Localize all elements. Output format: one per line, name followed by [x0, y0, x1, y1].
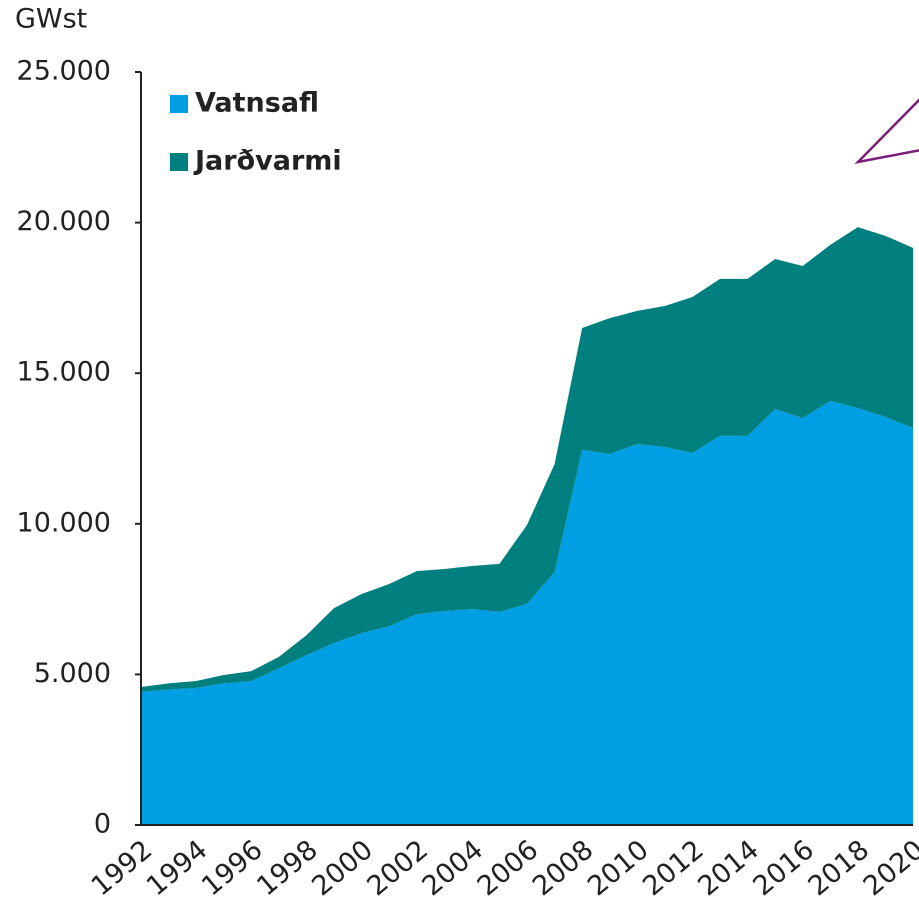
legend-swatch — [170, 153, 188, 171]
y-tick-label: 0 — [94, 809, 111, 840]
y-tick-label: 10.000 — [17, 507, 111, 538]
x-tick-label: 1994 — [141, 834, 214, 902]
x-tick-label: 1992 — [86, 834, 159, 902]
y-tick-label: 15.000 — [17, 357, 111, 388]
decoration — [854, 98, 919, 164]
x-tick-label: 1998 — [251, 834, 324, 902]
x-tick-label: 2000 — [306, 834, 379, 902]
x-tick-label: 2016 — [747, 834, 820, 902]
legend-label: Jarðvarmi — [193, 146, 342, 177]
x-tick-label: 2012 — [637, 834, 710, 902]
x-tick-label: 2014 — [692, 834, 765, 902]
y-tick-label: 25.000 — [17, 56, 111, 87]
y-axis-label: GWst — [15, 4, 87, 35]
x-tick-label: 2010 — [582, 834, 655, 902]
x-tick-label: 2002 — [361, 834, 434, 902]
x-tick-label: 2008 — [527, 834, 600, 902]
area — [141, 227, 913, 692]
y-tick-label: 5.000 — [34, 658, 111, 689]
y-tick-label: 20.000 — [17, 206, 111, 237]
x-tick-label: 2004 — [417, 834, 490, 902]
area — [141, 400, 913, 825]
x-tick-label: 2018 — [803, 834, 876, 902]
x-tick-label: 1996 — [196, 834, 269, 902]
x-tick-label: 2006 — [472, 834, 545, 902]
legend-swatch — [170, 95, 188, 113]
legend-label: Vatnsafl — [195, 88, 319, 119]
x-tick-label: 2020 — [858, 834, 919, 902]
